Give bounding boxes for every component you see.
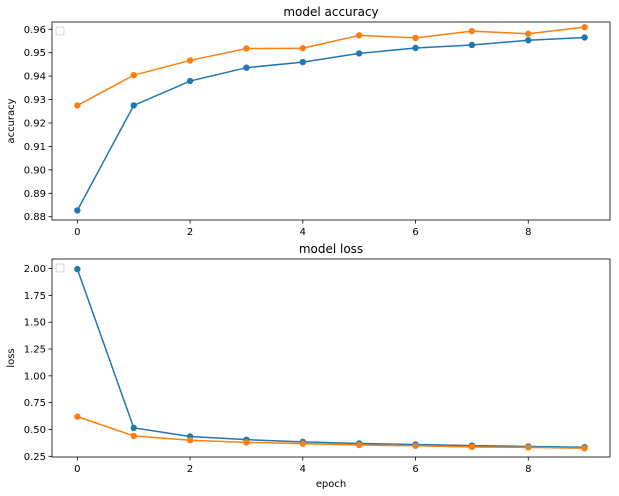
y-tick-label: 1.75 <box>24 291 46 302</box>
y-tick-label: 2.00 <box>24 264 46 275</box>
data-point <box>299 440 307 447</box>
data-point <box>186 57 194 64</box>
data-point <box>581 34 588 41</box>
series-2 <box>74 413 588 452</box>
y-axis-label: accuracy <box>6 98 17 143</box>
series-1 <box>74 34 588 214</box>
y-tick-label: 0.93 <box>24 95 46 106</box>
data-point <box>468 27 476 35</box>
chart-panel-2: model loss 0.25 0.50 0.75 1.00 1.25 1.50 1.75 2.… <box>6 242 611 490</box>
data-point <box>355 32 363 39</box>
y-tick-label: 0.89 <box>24 189 46 200</box>
data-point <box>130 71 137 79</box>
data-point <box>468 443 476 451</box>
x-tick-label: 0 <box>74 227 80 238</box>
data-point <box>243 64 250 71</box>
data-point <box>412 442 419 449</box>
y-tick-label: 0.25 <box>24 452 46 463</box>
chart-title: model accuracy <box>283 5 378 19</box>
x-tick-label: 2 <box>187 464 193 475</box>
data-point <box>74 413 81 420</box>
chart-title: model loss <box>299 242 363 256</box>
y-tick-label: 0.92 <box>24 118 46 129</box>
x-tick-label: 6 <box>412 227 418 238</box>
series-2 <box>74 23 588 109</box>
series-1 <box>74 265 588 451</box>
y-tick-label: 1.00 <box>24 371 46 382</box>
legend-box <box>55 26 65 36</box>
data-point <box>186 437 194 444</box>
data-point <box>130 102 137 109</box>
x-tick-label: 8 <box>525 227 531 238</box>
data-point <box>299 58 307 66</box>
data-point <box>412 44 419 52</box>
x-tick-label: 8 <box>525 464 531 475</box>
series-line <box>77 415 585 450</box>
data-point <box>525 37 532 44</box>
chart-panel-1: model accuracy 0.88 0.89 0.90 0.91 0.92 0.93 0.… <box>6 5 611 238</box>
x-tick-label: 2 <box>187 227 193 238</box>
y-tick-label: 0.90 <box>24 165 46 176</box>
data-point <box>525 444 532 451</box>
data-point <box>74 265 81 273</box>
data-point <box>243 439 250 446</box>
y-tick-label: 1.50 <box>24 318 46 329</box>
data-point <box>74 102 81 109</box>
x-tick-label: 0 <box>74 464 80 475</box>
y-tick-label: 0.88 <box>24 212 46 223</box>
y-tick-label: 0.50 <box>24 425 46 436</box>
data-point <box>243 45 250 52</box>
series-line <box>77 26 585 107</box>
data-point <box>355 441 363 449</box>
data-point <box>581 445 588 452</box>
y-axis-label: loss <box>6 348 17 367</box>
data-point <box>186 77 194 85</box>
y-tick-label: 0.95 <box>24 48 46 59</box>
x-tick-label: 6 <box>412 464 418 475</box>
data-point <box>412 34 419 42</box>
data-point <box>355 50 363 57</box>
y-tick-label: 0.96 <box>24 25 46 36</box>
data-point <box>299 45 307 52</box>
series-line <box>76 268 585 448</box>
x-axis-label: epoch <box>316 479 346 490</box>
y-tick-label: 0.91 <box>24 142 46 153</box>
data-point <box>74 207 81 214</box>
data-point <box>525 30 532 37</box>
y-tick-label: 1.25 <box>24 345 46 356</box>
data-point <box>468 41 476 49</box>
series-line <box>76 36 585 211</box>
x-tick-label: 4 <box>300 227 306 238</box>
data-point <box>130 432 137 440</box>
data-point <box>130 424 137 432</box>
legend-box <box>55 263 65 273</box>
plot-frame <box>51 21 611 221</box>
data-point <box>581 23 588 31</box>
y-tick-label: 0.75 <box>24 398 46 409</box>
x-tick-label: 4 <box>300 464 306 475</box>
plot-frame <box>51 258 611 458</box>
y-tick-label: 0.94 <box>24 72 46 83</box>
